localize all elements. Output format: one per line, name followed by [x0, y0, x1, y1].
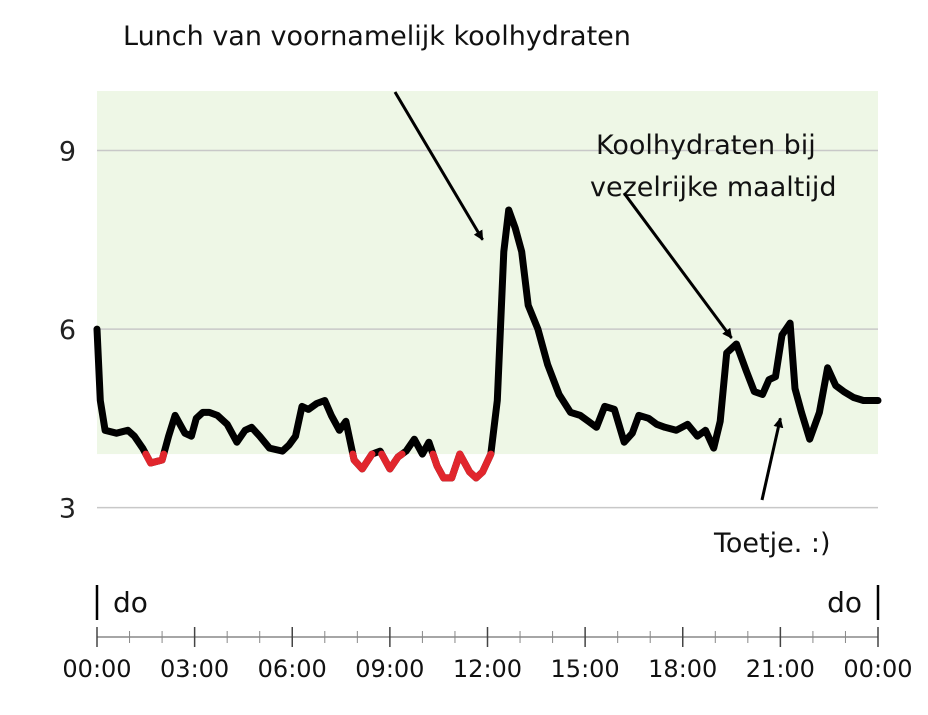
- x-tick-label: 21:00: [746, 655, 815, 683]
- low-glucose-segment: [142, 450, 168, 467]
- x-tick-label: 18:00: [648, 655, 717, 683]
- annotation-arrow: [622, 192, 733, 339]
- low-glucose-segment: [378, 450, 406, 473]
- annotation-text: vezelrijke maaltijd: [590, 172, 836, 203]
- x-tick-label: 09:00: [355, 655, 424, 683]
- x-tick-label: 15:00: [551, 655, 620, 683]
- y-tick-label: 9: [59, 137, 76, 168]
- x-tick-label: 03:00: [160, 655, 229, 683]
- x-tick-label: 12:00: [453, 655, 522, 683]
- low-glucose-segment: [429, 450, 464, 482]
- annotation-text: Lunch van voornamelijk koolhydraten: [123, 21, 631, 52]
- annotation-text: Koolhydraten bij: [596, 130, 816, 161]
- x-tick-label: 00:00: [62, 655, 131, 683]
- day-label-end: do: [827, 586, 862, 619]
- day-label-start: do: [113, 586, 148, 619]
- low-glucose-segment: [456, 450, 495, 482]
- y-tick-label: 3: [59, 494, 76, 525]
- y-tick-label: 6: [59, 315, 76, 346]
- annotation-arrow: [760, 417, 784, 501]
- x-tick-label: 00:00: [843, 655, 912, 683]
- target-range-band: [97, 91, 878, 455]
- low-glucose-segment: [349, 450, 376, 473]
- annotation-text: Toetje. :): [713, 528, 831, 559]
- x-tick-label: 06:00: [258, 655, 327, 683]
- annotation-arrow: [393, 91, 484, 241]
